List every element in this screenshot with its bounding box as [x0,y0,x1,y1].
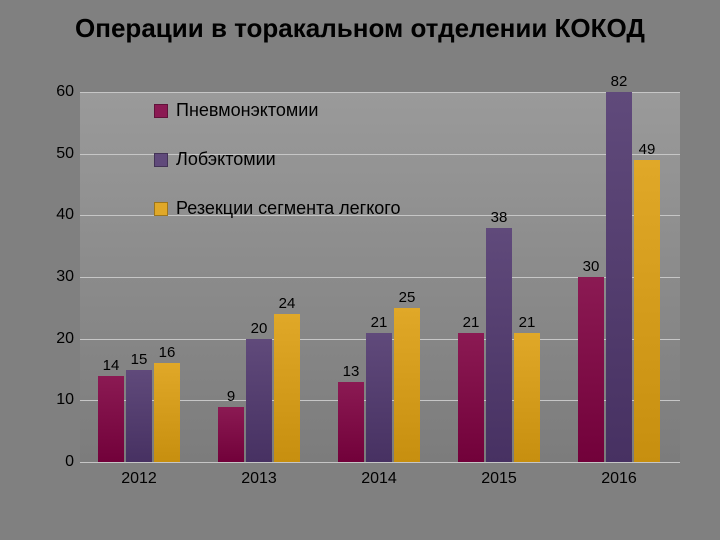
value-label: 14 [103,357,120,374]
value-label: 38 [491,209,508,226]
value-label: 21 [519,314,536,331]
value-label: 15 [131,351,148,368]
value-label: 24 [279,295,296,312]
legend-swatch [154,202,168,216]
y-axis-label: 0 [38,453,74,471]
bar [126,370,152,463]
bar [366,333,392,463]
legend-swatch [154,104,168,118]
chart-area: Пневмонэктомии Лобэктомии Резекции сегмент… [38,92,698,512]
bar [218,407,244,463]
bar [394,308,420,462]
bar [154,363,180,462]
legend-item: Лобэктомии [154,149,401,170]
y-axis-label: 40 [38,206,74,224]
plot-area: Пневмонэктомии Лобэктомии Резекции сегмент… [80,92,680,462]
y-axis-label: 10 [38,391,74,409]
y-axis-label: 30 [38,268,74,286]
legend-label: Лобэктомии [176,149,276,170]
legend-label: Пневмонэктомии [176,100,318,121]
y-axis-label: 20 [38,330,74,348]
bar [246,339,272,462]
bar [338,382,364,462]
y-axis-label: 50 [38,145,74,163]
bar [514,333,540,463]
bar [486,228,512,462]
bar [606,92,632,462]
legend-item: Резекции сегмента легкого [154,198,401,219]
legend: Пневмонэктомии Лобэктомии Резекции сегмент… [154,100,401,247]
value-label: 82 [611,73,628,90]
bar [578,277,604,462]
bar [274,314,300,462]
value-label: 20 [251,320,268,337]
legend-item: Пневмонэктомии [154,100,401,121]
x-axis-label: 2012 [121,470,157,488]
bar [98,376,124,462]
gridline [80,92,680,93]
x-axis-label: 2016 [601,470,637,488]
bar [458,333,484,463]
value-label: 49 [639,141,656,158]
value-label: 21 [371,314,388,331]
value-label: 16 [159,344,176,361]
value-label: 13 [343,363,360,380]
value-label: 9 [227,388,235,405]
x-axis-label: 2014 [361,470,397,488]
bar [634,160,660,462]
value-label: 30 [583,258,600,275]
chart-title: Операции в торакальном отделении КОКОД [0,0,720,54]
x-axis-label: 2015 [481,470,517,488]
value-label: 25 [399,289,416,306]
x-axis-label: 2013 [241,470,277,488]
legend-label: Резекции сегмента легкого [176,198,401,219]
y-axis-label: 60 [38,83,74,101]
value-label: 21 [463,314,480,331]
gridline [80,462,680,463]
legend-swatch [154,153,168,167]
